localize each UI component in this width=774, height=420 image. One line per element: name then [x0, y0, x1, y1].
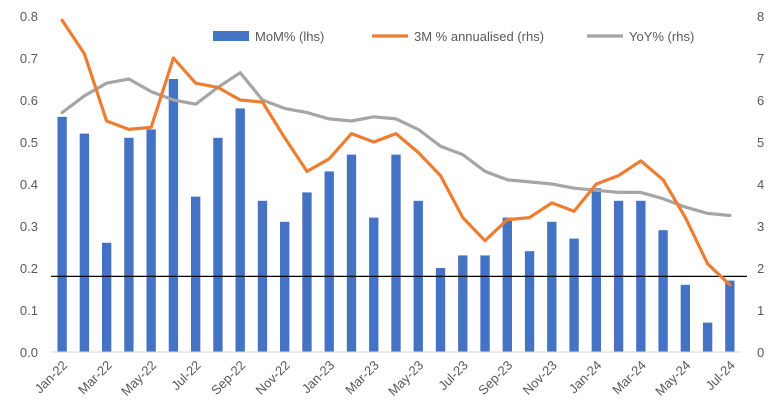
x-axis-tick-label: Mar-23 — [342, 358, 382, 398]
left-axis-tick-label: 0.6 — [20, 93, 38, 108]
bar-mom-Aug-22 — [213, 137, 223, 352]
bar-mom-Apr-22 — [124, 137, 134, 352]
right-axis-tick-label: 2 — [757, 261, 764, 276]
left-axis-tick-label: 0.1 — [20, 303, 38, 318]
legend-3m-annualised-label: 3M % annualised (rhs) — [414, 29, 544, 44]
bar-mom-Apr-24 — [658, 230, 668, 352]
x-axis-tick-label: Sep-23 — [475, 358, 515, 398]
bar-mom-Sep-22 — [235, 108, 245, 353]
x-axis-tick-label: Jan-22 — [32, 358, 71, 397]
bar-mom-Apr-23 — [391, 154, 401, 352]
line-yoy — [60, 71, 732, 218]
bar-mom-May-24 — [680, 284, 691, 352]
x-axis-tick-label: Mar-22 — [75, 358, 115, 398]
bar-mom-Dec-22 — [302, 192, 312, 352]
right-axis-tick-label: 6 — [757, 93, 764, 108]
bar-mom-May-22 — [146, 129, 156, 352]
bar-mom-Jun-22 — [168, 79, 179, 352]
left-axis-tick-label: 0.3 — [20, 219, 38, 234]
x-axis-tick-label: Nov-22 — [253, 358, 293, 398]
legend-mom-swatch — [213, 31, 249, 41]
x-axis-tick-label: Jan-24 — [566, 358, 605, 397]
x-axis-tick-label: May-22 — [118, 358, 159, 399]
bar-mom-Feb-23 — [346, 154, 357, 352]
right-axis-tick-label: 8 — [757, 9, 764, 24]
line-series-group — [60, 18, 732, 287]
bar-mom-Jun-23 — [435, 268, 446, 352]
bar-mom-Jan-24 — [591, 188, 601, 352]
bar-mom-Dec-23 — [569, 238, 579, 352]
legend-mom-label: MoM% (lhs) — [255, 29, 324, 44]
bar-mom-Aug-23 — [480, 255, 490, 352]
bar-mom-Jul-22 — [191, 196, 201, 352]
right-axis-tick-label: 0 — [757, 345, 764, 360]
right-axis-tick-label: 7 — [757, 51, 764, 66]
bar-mom-Feb-22 — [79, 133, 90, 352]
x-axis-tick-label: Nov-23 — [520, 358, 560, 398]
x-axis-tick-label: Jan-23 — [299, 358, 338, 397]
left-axis-tick-label: 0.8 — [20, 9, 38, 24]
x-axis-tick-label: Jul-24 — [702, 358, 738, 394]
bar-mom-Nov-23 — [547, 221, 557, 352]
left-axis-tick-label: 0.4 — [20, 177, 38, 192]
bar-mom-Oct-23 — [524, 251, 535, 352]
left-axis-tick-label: 0.0 — [20, 345, 38, 360]
bar-mom-Jul-24 — [725, 280, 735, 352]
legend: MoM% (lhs) 3M % annualised (rhs) YoY% (rhs… — [213, 29, 694, 44]
x-axis-tick-label: May-23 — [385, 358, 426, 399]
left-axis-tick-label: 0.7 — [20, 51, 38, 66]
left-axis-tick-label: 0.5 — [20, 135, 38, 150]
bar-mom-Mar-23 — [369, 217, 379, 352]
left-axis-tick-label: 0.2 — [20, 261, 38, 276]
legend-yoy-label: YoY% (rhs) — [629, 29, 694, 44]
bar-mom-Mar-22 — [101, 242, 112, 352]
bar-mom-Jun-24 — [702, 322, 713, 352]
x-axis-tick-label: Jul-22 — [168, 358, 204, 394]
right-axis-tick-label: 1 — [757, 303, 764, 318]
bar-mom-Nov-22 — [280, 221, 290, 352]
line-3m-annualised — [60, 18, 732, 287]
x-axis-tick-label: Mar-24 — [609, 358, 649, 398]
right-axis-tick-label: 4 — [757, 177, 764, 192]
bar-mom-Sep-23 — [502, 217, 512, 352]
bar-mom-Jan-22 — [57, 116, 67, 352]
bar-mom-Jul-23 — [458, 255, 468, 352]
right-axis-tick-label: 5 — [757, 135, 764, 150]
x-axis-tick-label: Jul-23 — [435, 358, 471, 394]
right-axis-tick-label: 3 — [757, 219, 764, 234]
bar-mom-Jan-23 — [324, 171, 334, 352]
x-axis-tick-label: Sep-22 — [208, 358, 248, 398]
x-axis-tick-label: May-24 — [652, 358, 693, 399]
